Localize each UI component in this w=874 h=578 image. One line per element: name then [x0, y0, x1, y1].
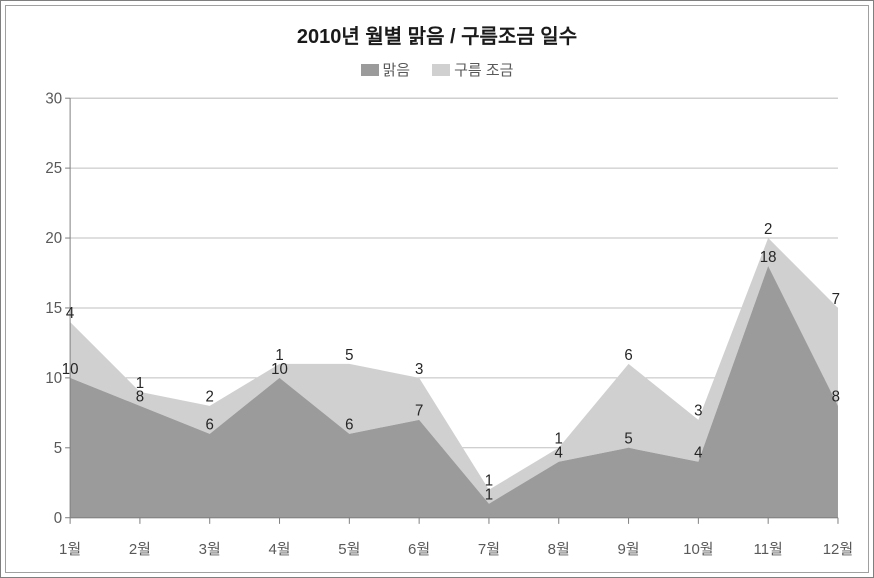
plot-area: 051015202530104816210165731141564318287	[26, 90, 848, 530]
data-label: 8	[832, 389, 840, 406]
x-axis-label: 12월	[823, 538, 854, 559]
x-axis-label: 3월	[199, 538, 221, 559]
data-label: 1	[485, 473, 493, 490]
legend-swatch-0	[361, 64, 379, 76]
x-axis-label: 5월	[338, 538, 360, 559]
x-axis-label: 9월	[617, 538, 639, 559]
legend: 맑음 구름 조금	[6, 59, 868, 80]
x-axis-label: 4월	[268, 538, 290, 559]
data-label: 2	[206, 389, 214, 406]
x-axis-label: 7월	[478, 538, 500, 559]
chart-panel: 2010년 월별 맑음 / 구름조금 일수 맑음 구름 조금 051015202…	[5, 5, 869, 573]
x-axis-label: 11월	[753, 538, 782, 559]
data-label: 5	[345, 347, 353, 364]
chart-frame: 2010년 월별 맑음 / 구름조금 일수 맑음 구름 조금 051015202…	[0, 0, 874, 578]
data-label: 1	[136, 375, 144, 392]
data-label: 18	[760, 249, 777, 266]
legend-label-0: 맑음	[383, 59, 411, 80]
data-label: 1	[555, 431, 563, 448]
y-tick-label: 25	[45, 160, 62, 177]
y-tick-label: 15	[45, 300, 62, 317]
data-label: 3	[415, 361, 423, 378]
data-label: 7	[415, 403, 423, 420]
x-axis-label: 8월	[548, 538, 570, 559]
y-tick-label: 20	[45, 230, 62, 247]
data-label: 6	[345, 417, 353, 434]
data-label: 1	[275, 347, 283, 364]
y-tick-label: 30	[45, 90, 62, 107]
x-axis-label: 2월	[129, 538, 151, 559]
legend-swatch-1	[432, 64, 450, 76]
y-tick-label: 0	[54, 510, 62, 527]
plot-svg: 051015202530104816210165731141564318287	[26, 90, 848, 530]
data-label: 4	[694, 445, 702, 462]
y-tick-label: 10	[45, 370, 62, 387]
x-axis-label: 10월	[683, 538, 714, 559]
x-axis-label: 6월	[408, 538, 430, 559]
data-label: 4	[66, 305, 74, 322]
data-label: 3	[694, 403, 702, 420]
data-label: 10	[62, 361, 79, 378]
data-label: 5	[624, 431, 632, 448]
legend-item-0: 맑음	[361, 59, 411, 80]
legend-label-1: 구름 조금	[454, 59, 513, 80]
data-label: 6	[206, 417, 214, 434]
data-label: 2	[764, 221, 772, 238]
x-axis-labels: 1월2월3월4월5월6월7월8월9월10월11월12월	[26, 538, 848, 558]
chart-title: 2010년 월별 맑음 / 구름조금 일수	[6, 6, 868, 49]
x-axis-label: 1월	[59, 538, 81, 559]
legend-item-1: 구름 조금	[432, 59, 513, 80]
data-label: 6	[624, 347, 632, 364]
y-tick-label: 5	[54, 440, 62, 457]
data-label: 7	[832, 291, 840, 308]
